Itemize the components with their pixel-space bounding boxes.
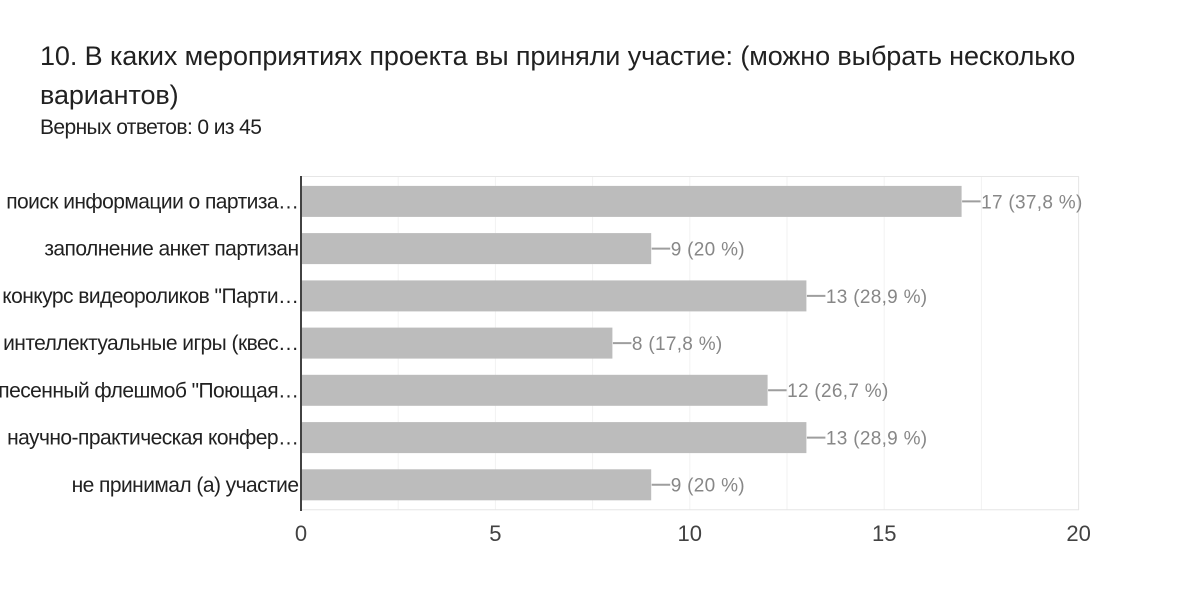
svg-text:научно-практическая конфер…: научно-практическая конфер… <box>7 427 298 450</box>
svg-text:8 (17,8 %): 8 (17,8 %) <box>632 334 723 355</box>
svg-text:20: 20 <box>1066 521 1090 546</box>
svg-text:9 (20 %): 9 (20 %) <box>671 476 745 497</box>
svg-text:15: 15 <box>872 521 896 546</box>
svg-text:песенный флешмоб "Поющая…: песенный флешмоб "Поющая… <box>0 379 299 402</box>
svg-text:5: 5 <box>489 521 501 546</box>
svg-text:поиск информации о партиза…: поиск информации о партиза… <box>6 191 298 214</box>
svg-text:конкурс видеороликов "Парти…: конкурс видеороликов "Парти… <box>2 285 298 308</box>
svg-text:0: 0 <box>295 521 307 546</box>
svg-text:13 (28,9 %): 13 (28,9 %) <box>826 429 928 450</box>
svg-text:не принимал (а) участие: не принимал (а) участие <box>72 474 299 497</box>
svg-text:заполнение анкет партизан: заполнение анкет партизан <box>44 238 298 261</box>
svg-text:интеллектуальные игры (квес…: интеллектуальные игры (квес… <box>3 332 298 355</box>
svg-text:10: 10 <box>678 521 702 546</box>
svg-text:12 (26,7 %): 12 (26,7 %) <box>787 381 889 402</box>
svg-text:9 (20 %): 9 (20 %) <box>671 240 745 261</box>
svg-text:13 (28,9 %): 13 (28,9 %) <box>826 287 928 308</box>
svg-text:17 (37,8 %): 17 (37,8 %) <box>981 192 1083 213</box>
